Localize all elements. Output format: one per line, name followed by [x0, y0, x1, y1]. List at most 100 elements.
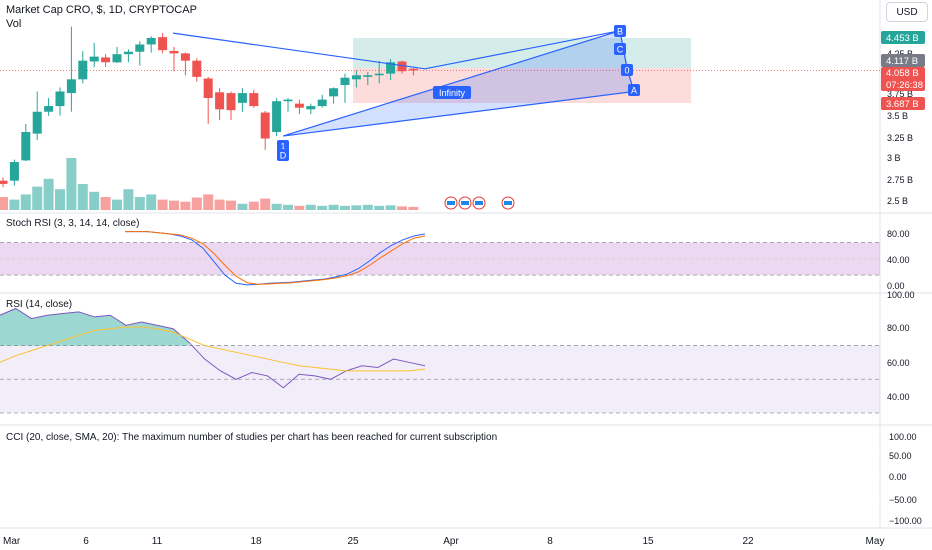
- candle-body[interactable]: [374, 73, 384, 76]
- volume-bar: [123, 189, 134, 210]
- pattern-label-b[interactable]: [614, 25, 626, 37]
- price-badge-low-text: 3.687 B: [886, 99, 919, 110]
- cci-tick: 100.00: [889, 432, 917, 442]
- volume-bar: [214, 199, 225, 210]
- candle-body[interactable]: [21, 132, 31, 161]
- candle-body[interactable]: [306, 106, 316, 110]
- candle-body[interactable]: [9, 162, 19, 181]
- stoch-tick: 80.00: [887, 229, 910, 239]
- time-tick: Apr: [443, 536, 459, 547]
- cci-tick: 50.00: [889, 451, 912, 461]
- price-countdown-text: 07:26:38: [886, 80, 923, 91]
- price-badge-high: [881, 31, 925, 44]
- candle-body[interactable]: [329, 88, 339, 97]
- candle-body[interactable]: [272, 101, 282, 133]
- candle-body[interactable]: [78, 60, 88, 80]
- volume-bar: [226, 200, 236, 210]
- time-tick: 18: [250, 536, 262, 547]
- candle-body[interactable]: [397, 61, 407, 72]
- volume-label: Vol: [6, 18, 22, 30]
- volume-bar: [408, 206, 419, 210]
- pattern-label-a[interactable]: [628, 84, 640, 96]
- pattern-label-d[interactable]: [277, 149, 289, 161]
- stoch-tick: 0.00: [887, 281, 905, 291]
- chart-title: Market Cap CRO, $, 1D, CRYPTOCAP: [6, 4, 197, 16]
- volume-bar: [283, 204, 293, 210]
- profit-zone[interactable]: [353, 38, 691, 68]
- volume-bar: [385, 205, 396, 210]
- rsi-band: [0, 345, 880, 413]
- pattern-label-1-text: 1: [280, 142, 285, 152]
- candle-body[interactable]: [135, 44, 145, 52]
- candle-body[interactable]: [363, 75, 373, 77]
- cci-tick: −100.00: [889, 516, 922, 526]
- volume-bar: [134, 197, 145, 210]
- candle-body[interactable]: [408, 68, 418, 71]
- candle-body[interactable]: [112, 54, 122, 63]
- volume-bar: [397, 206, 407, 210]
- candle-body[interactable]: [237, 93, 247, 103]
- time-tick: May: [866, 536, 885, 547]
- candle-body[interactable]: [215, 92, 225, 110]
- time-tick: 15: [642, 536, 654, 547]
- volume-bar: [55, 189, 65, 210]
- candle-body[interactable]: [226, 93, 236, 111]
- rsi-ma-line[interactable]: [0, 326, 426, 372]
- candle-body[interactable]: [351, 75, 361, 80]
- candle-body[interactable]: [158, 37, 168, 51]
- currency-selector[interactable]: USD: [886, 2, 928, 22]
- infinity-annotation[interactable]: [433, 86, 471, 99]
- price-tick: 3 B: [887, 153, 901, 163]
- event-flag-icon: [447, 201, 455, 205]
- candle-body[interactable]: [180, 53, 190, 61]
- candle-body[interactable]: [294, 103, 304, 108]
- candle-body[interactable]: [317, 99, 327, 107]
- volume-bar: [43, 178, 54, 210]
- candle-body[interactable]: [260, 112, 270, 139]
- cci-tick: 0.00: [889, 472, 907, 482]
- stoch-rsi-label: Stoch RSI (3, 3, 14, 14, close): [6, 218, 139, 229]
- time-tick: 6: [83, 536, 89, 547]
- candle-body[interactable]: [249, 93, 259, 107]
- pattern-label-c[interactable]: [614, 43, 626, 55]
- candle-body[interactable]: [55, 91, 65, 107]
- candle-body[interactable]: [340, 77, 350, 85]
- candle-body[interactable]: [32, 111, 42, 134]
- volume-bar: [146, 194, 157, 210]
- pattern-line[interactable]: [172, 30, 621, 70]
- candle-body[interactable]: [192, 60, 202, 77]
- time-tick: 22: [742, 536, 754, 547]
- pattern-label-0[interactable]: [621, 64, 633, 76]
- candle-body[interactable]: [123, 51, 133, 55]
- price-tick: 3.75 B: [887, 89, 913, 99]
- stoch-d-line[interactable]: [125, 231, 426, 285]
- stoch-k-line[interactable]: [125, 231, 426, 286]
- candle-body[interactable]: [89, 56, 99, 62]
- volume-bar: [112, 199, 122, 210]
- price-badge-mid: [881, 54, 925, 67]
- candle-body[interactable]: [283, 99, 293, 102]
- time-tick: Mar: [3, 536, 21, 547]
- candle-body[interactable]: [66, 79, 76, 94]
- volume-bar: [362, 204, 373, 210]
- candle-body[interactable]: [169, 50, 179, 54]
- volume-bar: [89, 191, 100, 210]
- candle-body[interactable]: [0, 180, 8, 184]
- time-tick: 8: [547, 536, 553, 547]
- candle-body[interactable]: [386, 62, 396, 74]
- event-flag-icon: [461, 201, 469, 205]
- volume-bar: [237, 203, 248, 210]
- volume-bar: [0, 197, 8, 210]
- volume-bar: [248, 201, 259, 210]
- rsi-line[interactable]: [0, 307, 426, 389]
- candle-body[interactable]: [101, 57, 111, 63]
- rsi-tick: 60.00: [887, 358, 910, 368]
- price-badge-last-text: 4.058 B: [886, 68, 919, 79]
- volume-bar: [32, 186, 43, 210]
- candle-body[interactable]: [146, 37, 156, 45]
- candle-body[interactable]: [44, 106, 54, 112]
- volume-bar: [260, 198, 271, 210]
- volume-bar: [157, 199, 168, 210]
- candle-body[interactable]: [203, 78, 213, 98]
